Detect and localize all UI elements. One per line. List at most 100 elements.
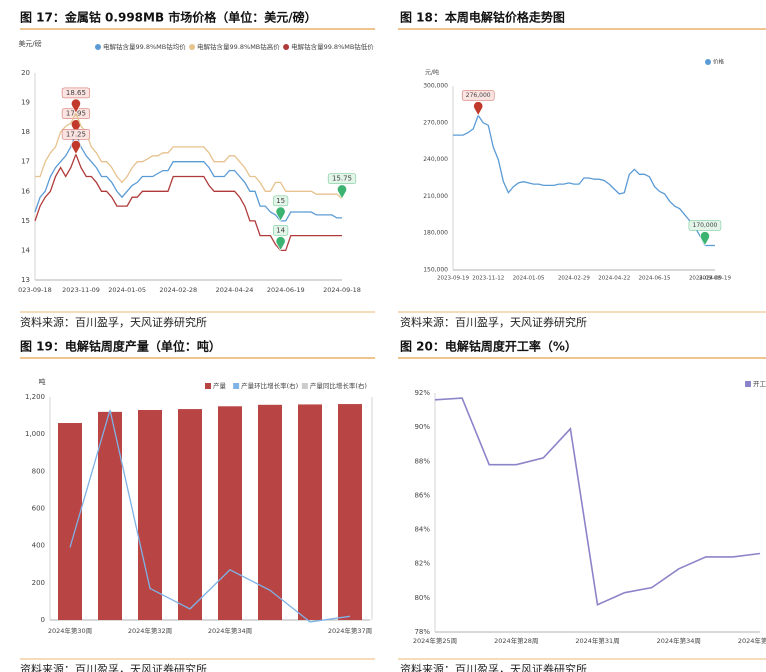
x-tick-label: 2024-09-19 [699,276,731,282]
x-tick-label: 2024-04-24 [216,286,254,294]
pin-label: 18.65 [66,89,86,97]
y-tick-label: 84% [414,526,430,534]
chart-source: 资料来源：百川盈孚，天风证券研究所 [20,315,207,329]
y-tick-label: 86% [414,491,430,499]
x-tick-label: 2023-09-19 [437,276,469,282]
chart-source: 资料来源：百川盈孚，天风证券研究所 [400,662,587,672]
line-series [35,111,343,200]
y-tick-label: 19 [21,99,30,107]
legend-label: 开工率 [753,379,766,388]
chart-panel: 图 17：金属钴 0.998MB 市场价格（单位：美元/磅） 资料来源：百川盈孚，… [18,10,375,329]
y-tick-label: 80% [414,594,430,602]
x-tick-label: 2024年第34周 [657,636,701,645]
x-tick-label: 2024-01-05 [108,286,146,294]
y-tick-label: 300,000 [423,83,448,90]
pin-label-box [61,129,90,140]
line-series [453,113,715,247]
pin-marker [473,101,484,117]
bar [58,423,82,620]
legend-swatch [189,44,196,50]
legend-swatch [205,383,211,389]
x-tick-label: 2024-04-22 [598,276,630,282]
legend-label: 电解钴含量99.8%MB钴低价 [291,42,374,51]
chart-title: 图 17：金属钴 0.998MB 市场价格（单位：美元/磅） [20,10,317,25]
x-tick-label: 2024-02-29 [558,276,590,282]
x-tick-label: 2024年第37周 [738,636,766,645]
chart-source: 资料来源：百川盈孚，天风证券研究所 [20,662,207,672]
pin-label: 17.25 [66,130,86,138]
legend-label: 产量 [213,381,227,390]
legend-label: 电解钴含量99.8%MB钴均价 [103,42,186,51]
legend-swatch [233,383,240,389]
legend-swatch [95,44,101,50]
y-tick-label: 14 [21,246,30,254]
legend-label: 电解钴含量99.8%MB钴高价 [197,42,280,51]
pin-marker [275,236,286,252]
y-tick-label: 200 [32,579,45,587]
x-tick-label: 2024年第30周 [48,626,92,635]
x-tick-label: 2024-02-28 [159,286,197,294]
legend-label: 产量环比增长率(右) [241,381,298,390]
y-tick-label: 150,000 [423,267,448,274]
x-tick-label: 2024年第34周 [208,626,252,635]
y-tick-label: 600 [32,505,45,513]
pin-label-box [461,90,495,101]
line-series [34,152,342,252]
x-tick-label: 2024年第32周 [128,626,172,635]
x-tick-label: 2024-06-15 [639,276,671,282]
bar [338,404,362,620]
y-tick-label: 240,000 [423,156,448,163]
y-tick-label: 1,000 [25,430,45,438]
y-tick-label: 800 [32,467,45,475]
y-tick-label: 270,000 [423,119,448,126]
y-tick-label: 88% [414,457,430,465]
pin-label: 170,000 [693,222,718,229]
x-tick-label: 2024年第37周 [328,626,372,635]
y-tick-label: 180,000 [423,230,448,237]
chart-source: 资料来源：百川盈孚，天风证券研究所 [400,315,587,329]
y-tick-label: 15 [21,217,30,225]
y-tick-label: 400 [32,542,45,550]
chart-panel: 图 19：电解钴周度产量（单位：吨） 资料来源：百川盈孚，天风证券研究所 吨 0 200… [20,339,375,672]
chart-title: 图 19：电解钴周度产量（单位：吨） [20,339,221,354]
x-tick-label: 023-09-18 [18,286,52,294]
y-tick-label: 17 [21,158,30,166]
y-tick-label: 13 [21,276,30,284]
y-tick-label: 82% [414,560,430,568]
pin-label: 276,000 [466,92,491,99]
bar [298,404,322,620]
y-tick-label: 92% [414,389,430,397]
pin-label: 14 [276,226,285,234]
legend-label: 产量同比增长率(右) [310,381,367,390]
chart-title: 图 18：本周电解钴价格走势图 [400,10,565,25]
y-tick-label: 16 [21,187,30,195]
line-series [34,131,342,222]
legend-swatch [301,383,308,389]
y-tick-label: 18 [21,128,30,136]
legend-swatch [705,59,711,65]
x-tick-label: 2024-01-05 [513,276,545,282]
pin-label-box [61,87,90,99]
legend-swatch [283,44,290,50]
x-tick-label: 2024年第31周 [575,636,619,645]
line-series [434,397,761,606]
legend-label: 价格 [713,58,725,66]
pin-marker [337,184,347,200]
y-tick-label: 20 [21,69,30,77]
legend-swatch [745,381,751,387]
y-axis-unit: 元/吨 [425,69,439,77]
pin-label: 15.75 [332,175,352,183]
pin-label-box [688,220,722,231]
pin-marker [275,206,286,222]
pin-label-box [273,225,289,236]
x-tick-label: 2024年第25周 [413,636,457,645]
x-tick-label: 2023-11-09 [62,286,100,294]
pin-label-box [273,195,289,207]
line-series [69,409,351,623]
bar [98,411,122,620]
pin-marker [71,98,81,114]
y-tick-label: 78% [414,628,430,636]
x-tick-label: 2024-06-19 [267,286,305,294]
